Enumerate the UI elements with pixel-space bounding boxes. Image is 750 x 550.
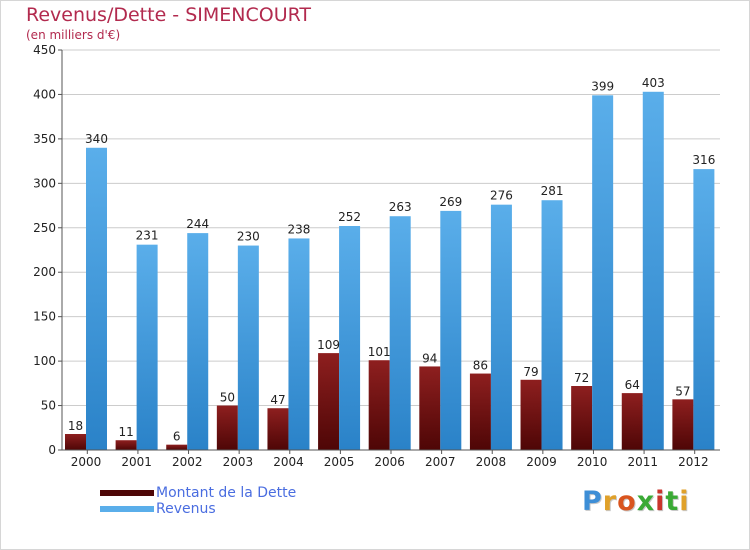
bar-debt-2008 xyxy=(469,373,491,450)
data-label-revenue-2000: 340 xyxy=(85,132,108,146)
y-tick-label: 0 xyxy=(48,443,56,457)
data-label-debt-2009: 79 xyxy=(523,365,538,379)
brand-logo: Proxiti xyxy=(582,486,690,517)
y-tick-label: 400 xyxy=(33,87,56,101)
x-tick-label-2009: 2009 xyxy=(526,455,557,469)
legend-swatch-debt xyxy=(100,490,154,496)
bar-debt-2006 xyxy=(368,360,390,450)
data-label-debt-2007: 94 xyxy=(422,351,437,365)
bar-debt-2001 xyxy=(115,440,137,450)
bar-debt-2009 xyxy=(520,379,542,450)
bar-revenue-2001 xyxy=(136,244,158,450)
data-label-debt-2001: 11 xyxy=(118,425,133,439)
brand-logo-letter: t xyxy=(665,486,680,517)
data-label-revenue-2004: 238 xyxy=(288,222,311,236)
bar-debt-2012 xyxy=(672,399,694,450)
brand-logo-letter: i xyxy=(679,486,690,517)
brand-logo-letter: P xyxy=(582,486,603,517)
x-tick-label-2010: 2010 xyxy=(577,455,608,469)
brand-logo-letter: x xyxy=(636,486,656,517)
legend-item-debt: Montant de la Dette xyxy=(100,485,296,501)
data-label-debt-2010: 72 xyxy=(574,371,589,385)
brand-logo-letter: i xyxy=(655,486,666,517)
bar-debt-2005 xyxy=(318,353,340,450)
data-label-debt-2006: 101 xyxy=(368,345,391,359)
x-tick-label-2002: 2002 xyxy=(172,455,203,469)
data-label-revenue-2009: 281 xyxy=(541,184,564,198)
bar-revenue-2003 xyxy=(237,245,259,450)
bar-revenue-2005 xyxy=(339,226,361,450)
y-tick-label: 350 xyxy=(33,132,56,146)
bar-revenue-2012 xyxy=(693,169,715,450)
y-tick-label: 300 xyxy=(33,176,56,190)
data-label-revenue-2005: 252 xyxy=(338,210,361,224)
y-tick-label: 50 xyxy=(41,399,56,413)
legend-label-debt: Montant de la Dette xyxy=(156,485,297,501)
x-tick-label-2003: 2003 xyxy=(223,455,254,469)
y-tick-label: 450 xyxy=(33,43,56,57)
bar-debt-2004 xyxy=(267,408,289,450)
data-label-revenue-2002: 244 xyxy=(186,217,209,231)
data-label-revenue-2001: 231 xyxy=(136,229,159,243)
axes: 0 50 100 150 200 250 300 350 400 450 2000 2001 2002 2… xyxy=(33,43,720,469)
legend-label-revenue: Revenus xyxy=(156,501,216,517)
legend-item-revenue: Revenus xyxy=(100,501,296,517)
bar-revenue-2011 xyxy=(642,91,664,451)
x-tick-label-2007: 2007 xyxy=(425,455,456,469)
data-label-revenue-2007: 269 xyxy=(439,195,462,209)
bar-revenue-2007 xyxy=(440,210,462,450)
bar-revenue-2004 xyxy=(288,238,310,450)
x-tick-label-2001: 2001 xyxy=(121,455,152,469)
x-tick-label-2005: 2005 xyxy=(324,455,355,469)
y-tick-label: 200 xyxy=(33,265,56,279)
data-label-revenue-2008: 276 xyxy=(490,189,513,203)
x-tick-label-2004: 2004 xyxy=(273,455,304,469)
data-labels: 18 340 11 231 6 244 50 230 47 238 109 252 101 263 94 26… xyxy=(68,76,715,444)
bar-debt-2010 xyxy=(571,386,593,450)
bar-revenue-2010 xyxy=(592,95,614,450)
x-tick-label-2012: 2012 xyxy=(678,455,709,469)
data-label-debt-2000: 18 xyxy=(68,419,83,433)
bar-debt-2011 xyxy=(621,393,643,450)
bar-revenue-2008 xyxy=(490,204,512,450)
bar-revenue-2006 xyxy=(389,216,411,450)
y-tick-label: 150 xyxy=(33,310,56,324)
data-label-debt-2003: 50 xyxy=(220,391,235,405)
data-label-debt-2008: 86 xyxy=(473,359,488,373)
brand-logo-letter: r xyxy=(602,486,618,517)
bar-debt-2007 xyxy=(419,366,441,450)
brand-logo-letter: o xyxy=(617,486,637,517)
bars xyxy=(65,91,715,451)
x-tick-label-2008: 2008 xyxy=(476,455,507,469)
bar-revenue-2009 xyxy=(541,200,563,450)
data-label-revenue-2006: 263 xyxy=(389,200,412,214)
bar-revenue-2000 xyxy=(86,147,107,450)
bar-debt-2002 xyxy=(166,444,188,450)
legend: Montant de la Dette Revenus xyxy=(100,485,296,517)
x-tick-label-2006: 2006 xyxy=(374,455,405,469)
data-label-revenue-2010: 399 xyxy=(591,79,614,93)
data-label-debt-2012: 57 xyxy=(675,384,690,398)
data-label-debt-2002: 6 xyxy=(173,430,181,444)
bar-debt-2003 xyxy=(216,405,238,450)
data-label-debt-2005: 109 xyxy=(317,338,340,352)
data-label-revenue-2003: 230 xyxy=(237,230,260,244)
chart-subtitle: (en milliers d'€) xyxy=(26,28,121,42)
legend-swatch-revenue xyxy=(100,506,154,512)
bar-debt-2000 xyxy=(65,434,86,450)
y-tick-label: 250 xyxy=(33,221,56,235)
x-tick-label-2011: 2011 xyxy=(627,455,658,469)
data-label-debt-2004: 47 xyxy=(270,393,285,407)
chart-title: Revenus/Dette - SIMENCOURT xyxy=(26,4,312,26)
bar-revenue-2002 xyxy=(187,233,209,450)
x-tick-label-2000: 2000 xyxy=(71,455,102,469)
y-tick-label: 100 xyxy=(33,354,56,368)
data-label-debt-2011: 64 xyxy=(625,378,640,392)
data-label-revenue-2012: 316 xyxy=(692,153,715,167)
data-label-revenue-2011: 403 xyxy=(642,76,665,90)
